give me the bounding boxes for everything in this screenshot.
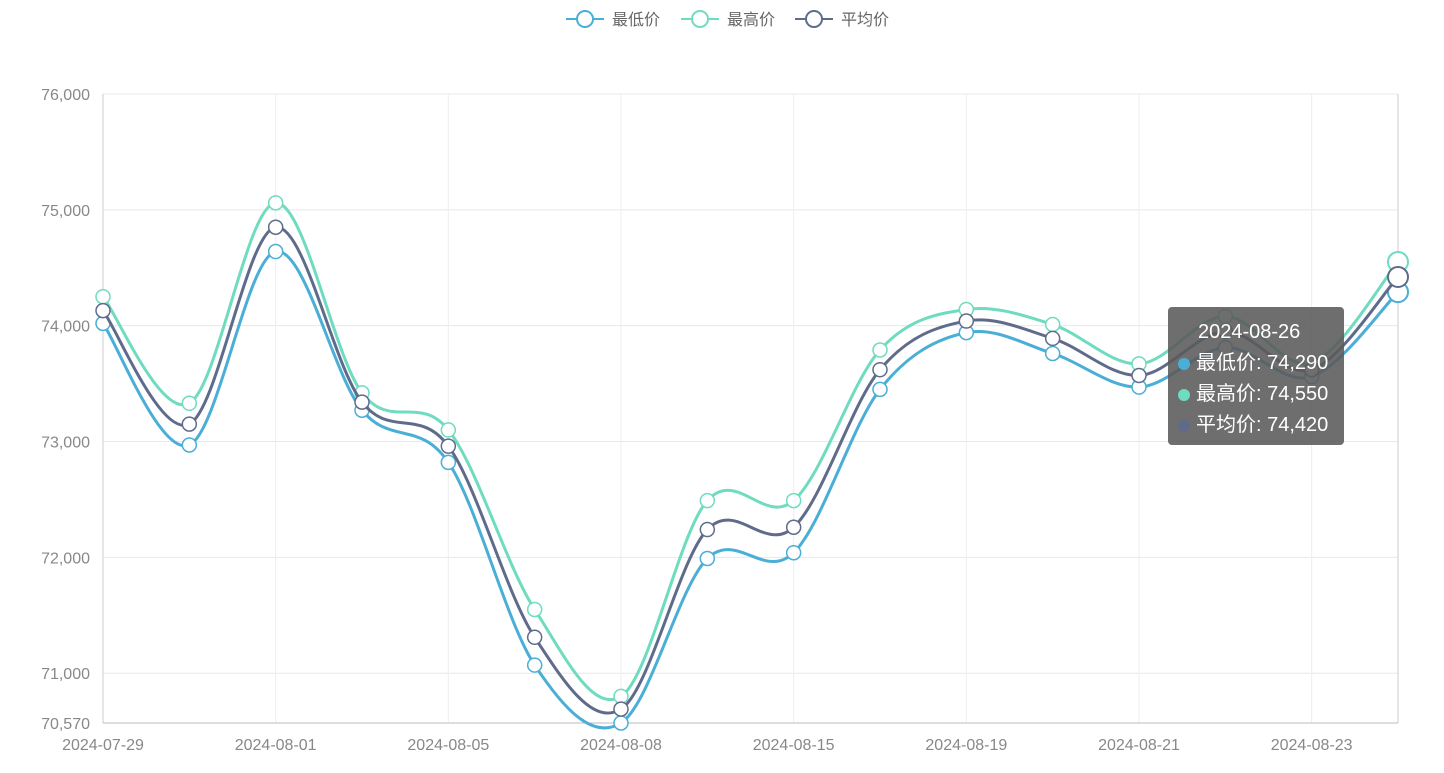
y-tick-label: 71,000 bbox=[41, 666, 90, 683]
data-point[interactable] bbox=[354, 394, 370, 410]
data-point[interactable] bbox=[1044, 330, 1061, 347]
data-point[interactable] bbox=[785, 492, 802, 509]
data-point[interactable] bbox=[181, 416, 198, 432]
x-tick-label: 2024-08-08 bbox=[580, 737, 662, 754]
data-point[interactable] bbox=[1387, 266, 1409, 289]
data-point[interactable] bbox=[613, 688, 629, 705]
data-point[interactable] bbox=[1044, 316, 1061, 333]
x-tick-label: 2024-08-23 bbox=[1271, 737, 1353, 754]
data-point[interactable] bbox=[181, 437, 198, 453]
data-point[interactable] bbox=[613, 701, 629, 717]
data-point[interactable] bbox=[872, 342, 888, 358]
legend-marker bbox=[691, 10, 709, 28]
tooltip-dot-max bbox=[1178, 388, 1190, 401]
x-tick-label: 2024-08-19 bbox=[925, 737, 1007, 754]
data-point[interactable] bbox=[526, 657, 543, 673]
series-3 bbox=[95, 219, 1409, 717]
y-tick-label: 74,000 bbox=[41, 319, 90, 336]
data-point[interactable] bbox=[95, 302, 111, 319]
legend-label: 平均价 bbox=[841, 11, 889, 29]
data-point[interactable] bbox=[440, 454, 457, 471]
y-tick-label: 70,570 bbox=[41, 716, 90, 733]
x-tick-label: 2024-08-21 bbox=[1098, 737, 1180, 754]
y-tick-label: 72,000 bbox=[41, 550, 90, 567]
legend[interactable]: 最低价 最高价 平均价 bbox=[566, 10, 889, 29]
legend-item[interactable]: 最高价 bbox=[681, 10, 775, 29]
series-line bbox=[101, 225, 1400, 715]
data-point[interactable] bbox=[699, 521, 716, 538]
tooltip-title: 2024-08-26 bbox=[1198, 321, 1301, 343]
tooltip-label-avg: 平均价: 74,420 bbox=[1196, 414, 1329, 436]
series-2 bbox=[95, 195, 1409, 705]
data-point[interactable] bbox=[1131, 367, 1147, 384]
axis-layer: 70,570 71,000 72,000 73,000 74,000 75,000 76,0… bbox=[41, 87, 1399, 754]
data-point[interactable] bbox=[1044, 345, 1061, 362]
tooltip-row-avg: 平均价: 74,420 bbox=[1178, 410, 1344, 441]
y-tick-label: 76,000 bbox=[41, 87, 90, 104]
y-tick-label: 73,000 bbox=[41, 435, 90, 452]
data-point[interactable] bbox=[267, 243, 284, 260]
data-point[interactable] bbox=[958, 313, 975, 329]
data-point[interactable] bbox=[440, 438, 457, 454]
data-point[interactable] bbox=[267, 195, 284, 211]
data-point[interactable] bbox=[526, 601, 543, 618]
data-point[interactable] bbox=[785, 544, 802, 561]
data-point[interactable] bbox=[440, 422, 457, 438]
legend-label: 最低价 bbox=[612, 11, 660, 29]
legend-marker bbox=[576, 10, 594, 28]
series-line bbox=[101, 201, 1400, 701]
x-tick-label: 2024-08-15 bbox=[753, 737, 835, 754]
y-tick-label: 75,000 bbox=[41, 203, 90, 220]
tooltip-row-max: 最高价: 74,550 bbox=[1178, 379, 1344, 410]
data-point[interactable] bbox=[181, 395, 198, 412]
legend-label: 最高价 bbox=[727, 11, 775, 29]
data-point[interactable] bbox=[785, 519, 802, 535]
x-tick-label: 2024-08-05 bbox=[407, 737, 489, 754]
legend-marker bbox=[805, 10, 823, 28]
grid-layer bbox=[102, 93, 1398, 724]
series-line bbox=[101, 250, 1400, 730]
legend-item[interactable]: 平均价 bbox=[795, 10, 889, 29]
tooltip-label-min: 最低价: 74,290 bbox=[1196, 352, 1329, 374]
tooltip: 2024-08-26 最低价: 74,290 最高价: 74,550 平均价: … bbox=[1168, 307, 1344, 445]
x-tick-label: 2024-07-29 bbox=[62, 737, 144, 754]
series-layer bbox=[95, 195, 1409, 731]
data-point[interactable] bbox=[613, 715, 629, 731]
legend-item[interactable]: 最低价 bbox=[566, 10, 660, 29]
tooltip-row-min: 最低价: 74,290 bbox=[1178, 348, 1344, 379]
tooltip-dot-min bbox=[1178, 357, 1190, 370]
data-point[interactable] bbox=[699, 492, 716, 509]
tooltip-label-max: 最高价: 74,550 bbox=[1196, 383, 1329, 405]
data-point[interactable] bbox=[95, 288, 111, 305]
data-point[interactable] bbox=[526, 629, 543, 646]
data-point[interactable] bbox=[267, 219, 284, 235]
data-point[interactable] bbox=[872, 361, 888, 378]
data-point[interactable] bbox=[699, 550, 716, 567]
x-tick-label: 2024-08-01 bbox=[235, 737, 317, 754]
tooltip-dot-avg bbox=[1178, 419, 1190, 432]
data-point[interactable] bbox=[872, 381, 888, 398]
